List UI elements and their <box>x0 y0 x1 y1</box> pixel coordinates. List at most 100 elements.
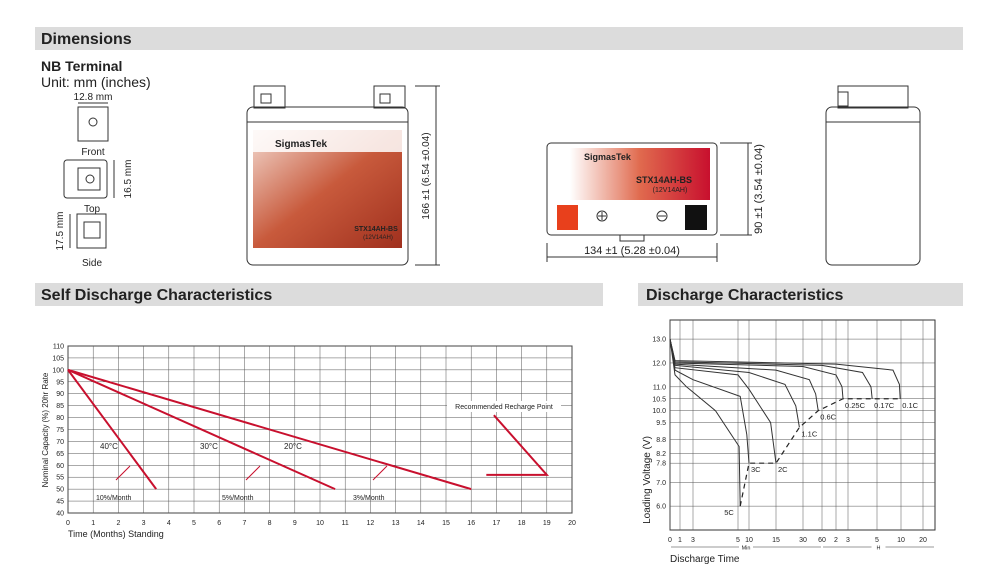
annotation: 3%/Month <box>353 495 385 502</box>
y-tick-label: 11.0 <box>653 384 666 391</box>
x-tick-label: 5 <box>875 537 879 544</box>
annotation-arrow <box>245 465 261 481</box>
section-header <box>638 283 963 306</box>
x-tick-label: 1 <box>678 537 682 544</box>
section-title: Dimensions <box>41 31 132 48</box>
x-tick-label: 4 <box>167 520 171 527</box>
series-line <box>669 339 741 507</box>
x-tick-label: 8 <box>268 520 272 527</box>
y-tick-label: 65 <box>56 451 64 458</box>
battery-label <box>570 148 710 200</box>
x-tick-label: 11 <box>342 520 349 527</box>
y-tick-label: 7.8 <box>656 461 666 468</box>
x-tick-label: 3 <box>142 520 146 527</box>
section-title: Discharge Characteristics <box>646 287 844 304</box>
y-tick-label: 50 <box>56 487 64 494</box>
dim-label: 16.5 mm <box>123 160 134 199</box>
series-label: Recommended Recharge Point <box>455 404 553 411</box>
brand: SigmasTek <box>275 139 327 150</box>
rating: (12V14AH) <box>363 235 393 241</box>
x-tick-label: 5 <box>192 520 196 527</box>
series-label: 0.25C <box>845 401 866 410</box>
view-label: Front <box>81 147 105 158</box>
series-label: 0.1C <box>902 401 918 410</box>
y-tick-label: 70 <box>56 439 64 446</box>
y-tick-label: 10.5 <box>652 396 666 403</box>
annotation-box <box>447 401 561 412</box>
x-tick-label: 30 <box>799 537 807 544</box>
x-tick-label: 16 <box>467 520 475 527</box>
y-tick-label: 10.0 <box>652 408 666 415</box>
dim-label: 90 ±1 (3.54 ±0.04) <box>753 144 765 234</box>
section-header <box>35 27 963 50</box>
x-axis-label: Discharge Time <box>670 554 740 565</box>
cutoff-line <box>739 398 901 507</box>
dim-label: 134 ±1 (5.28 ±0.04) <box>584 245 680 257</box>
terminal-drawing <box>63 102 115 249</box>
series-label: 40°C <box>100 442 118 451</box>
x-tick-label: 2 <box>834 537 838 544</box>
x-tick-label: 15 <box>772 537 780 544</box>
series-label: 2C <box>778 465 788 474</box>
y-tick-label: 40 <box>56 511 64 518</box>
x-tick-label: 2 <box>116 520 120 527</box>
x-tick-label: 20 <box>568 520 576 527</box>
dim-label: 12.8 mm <box>74 92 113 103</box>
y-tick-label: 45 <box>56 499 64 506</box>
brand: SigmasTek <box>584 152 632 162</box>
x-tick-label: 0 <box>668 537 672 544</box>
y-tick-label: 110 <box>53 344 64 351</box>
y-tick-label: 90 <box>56 391 64 398</box>
annotation: 10%/Month <box>96 495 132 502</box>
x-tick-label: 14 <box>417 520 425 527</box>
section-title: Self Discharge Characteristics <box>41 287 272 304</box>
y-tick-label: 8.8 <box>656 437 666 444</box>
annotation: 5%/Month <box>222 495 254 502</box>
series-line <box>67 368 472 491</box>
series-line <box>486 414 550 476</box>
x-tick-label: 0 <box>66 520 70 527</box>
x-tick-label: 15 <box>442 520 450 527</box>
x-tick-label: 19 <box>543 520 551 527</box>
x-tick-label: 60 <box>818 537 826 544</box>
series-label: 5C <box>724 508 734 517</box>
y-tick-label: 8.2 <box>656 451 666 458</box>
dim-label: 17.5 mm <box>55 212 66 251</box>
y-tick-label: 12.0 <box>652 360 666 367</box>
series-label: 0.6C <box>820 413 836 422</box>
series-line <box>67 368 336 491</box>
y-tick-label: 13.0 <box>652 337 666 344</box>
y-axis-label: Nominal Capacity (%) 20hr Rate <box>41 372 50 487</box>
series-label: 0.17C <box>874 401 895 410</box>
x-tick-label: 12 <box>367 520 375 527</box>
section-header <box>35 283 603 306</box>
y-tick-label: 9.5 <box>656 420 666 427</box>
x-axis-label: Time (Months) Standing <box>68 529 164 539</box>
view-label: Top <box>84 204 101 215</box>
y-tick-label: 6.0 <box>656 504 666 511</box>
unit-label: H <box>877 546 881 552</box>
series-label: 30°C <box>200 442 218 451</box>
unit-label: Min <box>742 546 751 552</box>
unit-bg <box>871 543 886 551</box>
x-tick-label: 3 <box>691 537 695 544</box>
unit-label: Unit: mm (inches) <box>41 74 151 90</box>
annotation-arrow <box>115 465 131 481</box>
x-tick-label: 17 <box>493 520 501 527</box>
label-band <box>253 130 402 152</box>
y-tick-label: 95 <box>56 379 64 386</box>
y-tick-label: 85 <box>56 403 64 410</box>
x-tick-label: 10 <box>897 537 905 544</box>
x-tick-label: 3 <box>846 537 850 544</box>
x-tick-label: 13 <box>392 520 400 527</box>
x-tick-label: 9 <box>293 520 297 527</box>
y-tick-label: 105 <box>52 355 64 362</box>
series-label: 3C <box>751 465 761 474</box>
terminal-positive <box>557 205 578 230</box>
series-line <box>669 338 901 399</box>
battery-top <box>546 142 752 262</box>
series-label: 20°C <box>284 442 302 451</box>
view-label: Side <box>82 258 102 269</box>
